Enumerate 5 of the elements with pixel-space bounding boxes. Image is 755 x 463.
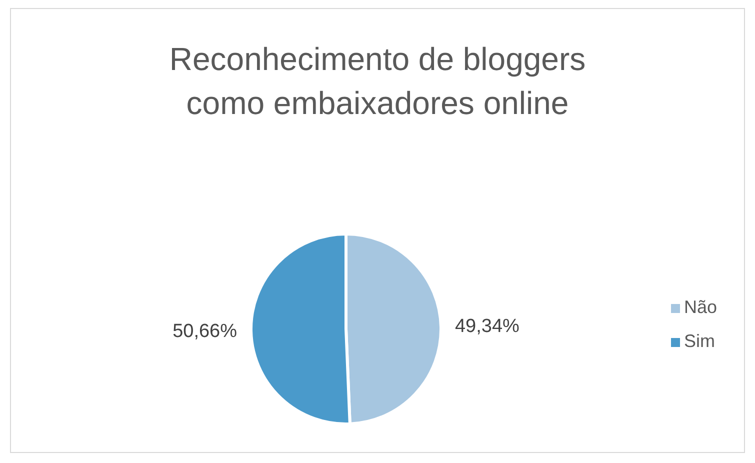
data-label: 49,34%	[454, 316, 520, 338]
data-label: 50,66%	[172, 320, 238, 342]
legend-label: Não	[684, 297, 717, 317]
chart-title: Reconhecimento de bloggers como embaixadores online	[168, 40, 587, 123]
legend-label: Sim	[684, 331, 715, 351]
